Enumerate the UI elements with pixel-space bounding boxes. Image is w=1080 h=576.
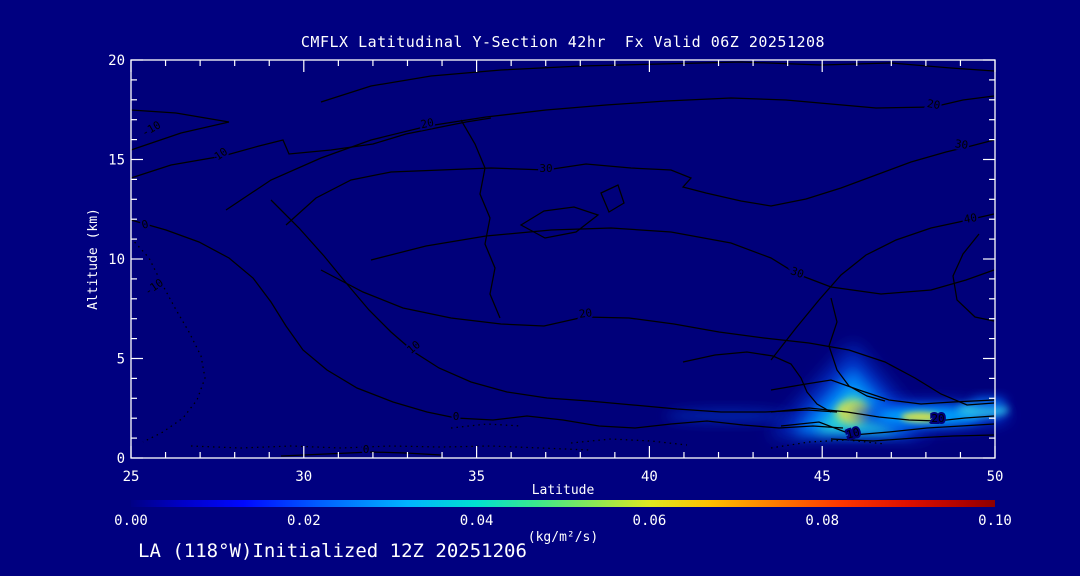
contour-line: [460, 119, 501, 319]
contour-level-label: 30: [954, 137, 969, 152]
y-axis-title: Altitude (km): [86, 208, 101, 310]
contour-level-label: 0: [453, 410, 460, 423]
contour-level-label: 30: [539, 162, 552, 175]
contour-line: [770, 379, 995, 405]
colorbar-tick-label: 0.06: [633, 513, 667, 529]
x-tick-label: 45: [814, 469, 831, 485]
colorbar-unit-label: (kg/m²/s): [528, 530, 598, 545]
flux-maximum-glow: [971, 396, 1007, 408]
contour-line: [780, 421, 995, 436]
colorbar: [131, 500, 995, 507]
y-tick-label: 0: [117, 451, 125, 467]
contour-line: [280, 451, 442, 457]
colorbar-tick-label: 0.00: [114, 513, 148, 529]
contour-line: [130, 117, 492, 179]
contour-line: [830, 434, 995, 442]
axis-ticks: [130, 59, 996, 459]
contour-line: [682, 351, 832, 413]
contour-level-label: 20: [578, 306, 593, 321]
contour-line: [770, 213, 995, 361]
colorbar-tick-labels: 0.00 0.02 0.04 0.06 0.08 0.10: [114, 513, 1012, 529]
contour-line: [285, 139, 995, 226]
flux-maximum-glow: [665, 409, 789, 423]
y-tick-label: 5: [117, 352, 125, 368]
contour-level-label: 0: [363, 443, 370, 456]
contour-line: [770, 407, 995, 422]
contour-line: [130, 237, 206, 443]
colorbar-tick-label: 0.10: [978, 513, 1012, 529]
contour-line: [828, 297, 886, 402]
x-tick-label: 50: [987, 469, 1004, 485]
contour-line: [370, 227, 995, 295]
colorbar-tick-label: 0.02: [287, 513, 321, 529]
x-tick-label: 35: [468, 469, 485, 485]
x-tick-label: 25: [123, 469, 140, 485]
contour-line: [130, 121, 230, 151]
chart-title: CMFLX Latitudinal Y-Section 42hr Fx Vali…: [300, 33, 826, 51]
contour-line: [270, 199, 838, 413]
y-tick-label: 10: [108, 252, 125, 268]
colorbar-tick-label: 0.04: [460, 513, 494, 529]
y-tick-label: 15: [108, 153, 125, 169]
contour-lines: [130, 61, 995, 457]
contour-level-label: 20: [931, 412, 944, 425]
contour-level-label: 40: [963, 211, 978, 226]
y-tick-labels: 0 5 10 15 20: [108, 53, 125, 467]
contour-line: [450, 423, 522, 429]
x-tick-labels: 25 30 35 40 45 50: [123, 469, 1004, 485]
contour-line: [190, 445, 590, 451]
contour-level-label: 10: [845, 426, 861, 442]
contour-line: [519, 206, 600, 239]
x-tick-label: 40: [641, 469, 658, 485]
contour-line: [225, 95, 995, 211]
contour-line: [320, 269, 995, 406]
x-tick-label: 30: [295, 469, 312, 485]
contour-line: [130, 109, 230, 123]
footer-run-info: LA (118°W)Initialized 12Z 20251206: [138, 540, 527, 562]
colorbar-tick-label: 0.08: [805, 513, 839, 529]
contour-line: [952, 233, 995, 322]
contour-level-label: 20: [926, 97, 941, 112]
contour-line: [130, 219, 844, 429]
contour-level-label: 20: [419, 116, 435, 131]
y-tick-label: 20: [108, 53, 125, 69]
contour-line: [600, 184, 625, 213]
contour-line: [320, 61, 995, 103]
x-axis-title: Latitude: [532, 483, 595, 498]
